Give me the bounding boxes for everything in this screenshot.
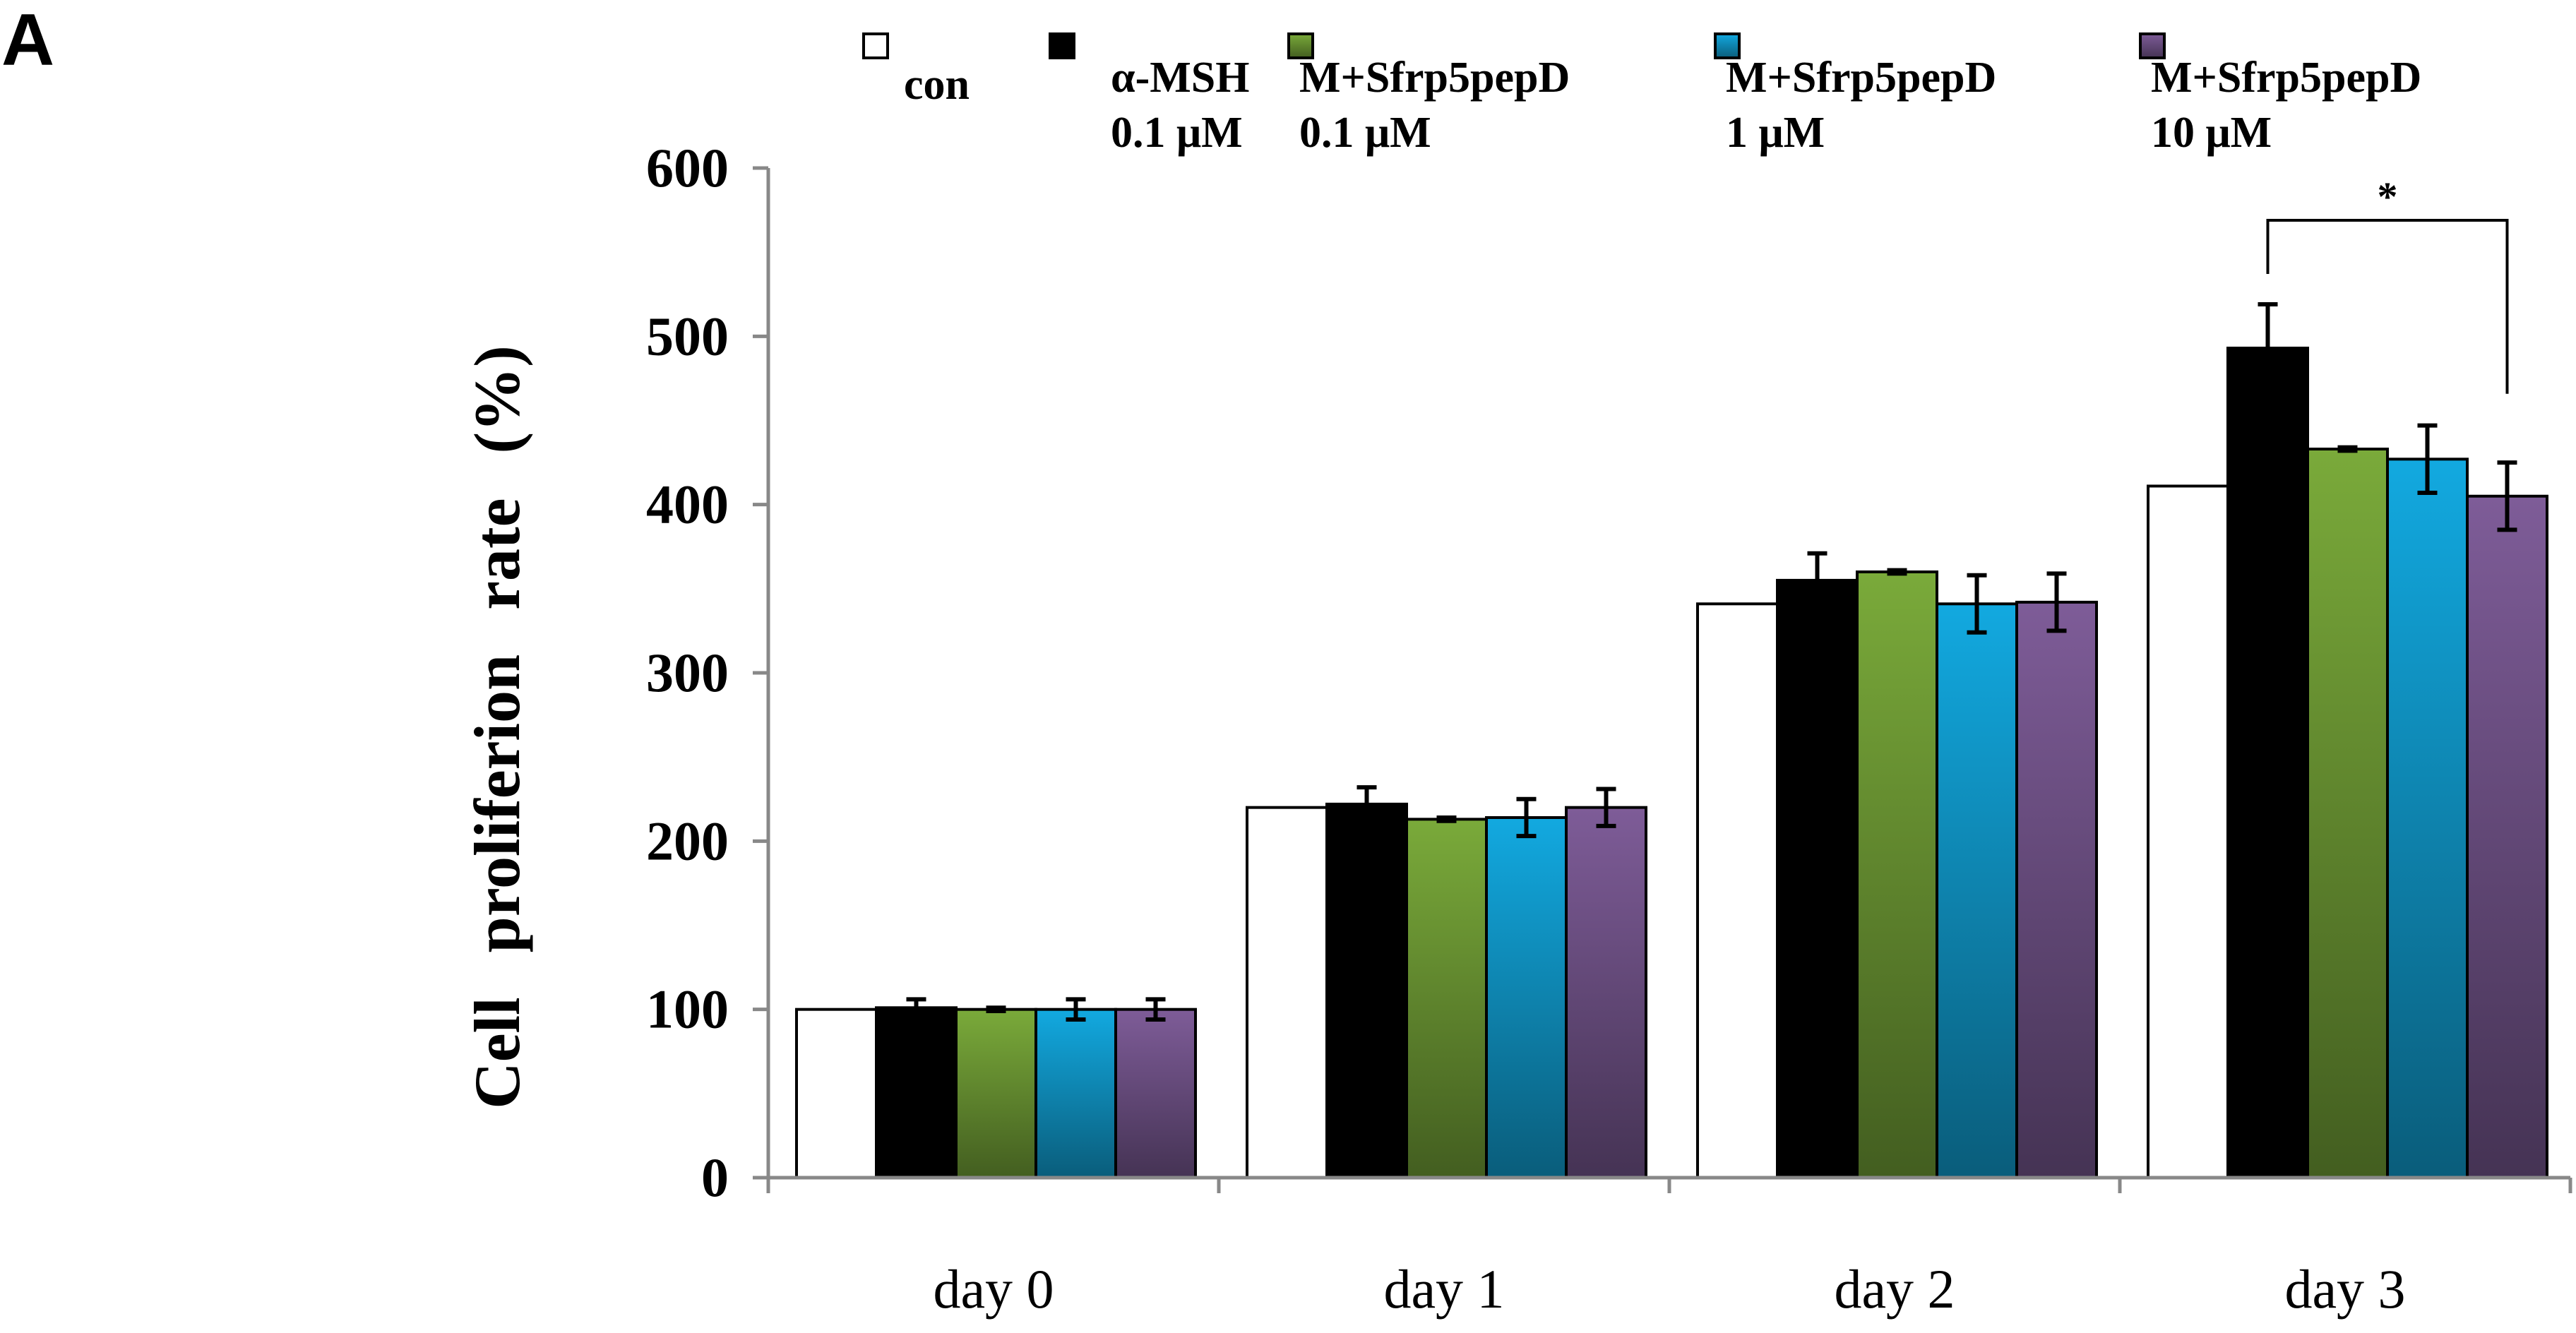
bar-day2-series-2 xyxy=(1856,570,1938,1179)
y-tick-label-100: 100 xyxy=(646,979,729,1040)
legend-label-0-line-0: con xyxy=(904,61,970,109)
legend-entry-1: α-MSH 0.1 μM xyxy=(1049,32,1249,157)
y-tick-label-500: 500 xyxy=(646,305,729,366)
bar-day2-series-1 xyxy=(1776,578,1859,1179)
bar-day3-series-2 xyxy=(2306,448,2389,1179)
legend-swatch-2 xyxy=(1287,32,1314,59)
legend-swatch-0 xyxy=(862,32,889,59)
significance-annotation: * xyxy=(2266,174,2509,394)
error-bar-day2-series-1 xyxy=(1807,551,1827,610)
y-tick-label-300: 300 xyxy=(646,642,729,703)
bar-day3-series-3 xyxy=(2386,458,2469,1179)
y-tick-label-0: 0 xyxy=(701,1147,729,1208)
legend-swatch-1 xyxy=(1049,32,1075,59)
error-bar-day0-series-1 xyxy=(906,997,926,1019)
error-bar-day3-series-1 xyxy=(2258,302,2278,394)
bar-day0-series-4 xyxy=(1114,1008,1197,1179)
plot-area xyxy=(795,302,2548,1179)
error-bar-day2-series-2 xyxy=(1887,568,1907,576)
bar-day1-series-0 xyxy=(1246,806,1328,1179)
bar-day2-series-4 xyxy=(2015,600,2098,1179)
panel-label: A xyxy=(1,0,55,81)
error-bar-day2-series-3 xyxy=(1967,573,1987,635)
legend-label-4-line-0: M+Sfrp5pepD xyxy=(2151,54,2421,102)
bar-day0-series-3 xyxy=(1034,1008,1117,1179)
bar-day1-series-1 xyxy=(1325,802,1408,1179)
bar-day1-series-2 xyxy=(1405,818,1488,1179)
y-tick-label-600: 600 xyxy=(646,137,729,198)
significance-bracket-0: * xyxy=(2266,174,2509,394)
bar-day2-series-3 xyxy=(1936,602,2018,1179)
legend-label-2-line-1: 0.1 μM xyxy=(1299,109,1431,157)
y-axis-label: Cell proliferion rate (%) xyxy=(461,345,533,1108)
error-bar-day0-series-2 xyxy=(986,1005,1006,1014)
legend-entry-4: M+Sfrp5pepD 10 μM xyxy=(2139,32,2421,157)
legend-entry-3: M+Sfrp5pepD 1 μM xyxy=(1714,32,1996,157)
bar-day2-series-0 xyxy=(1696,602,1779,1179)
bar-day1-series-4 xyxy=(1565,806,1647,1179)
legend-label-1-line-1: 0.1 μM xyxy=(1111,109,1243,157)
legend-label-3-line-1: 1 μM xyxy=(1726,109,1825,157)
error-bar-day3-series-3 xyxy=(2417,423,2438,495)
legend-swatch-4 xyxy=(2139,32,2166,59)
bar-day0-series-1 xyxy=(875,1006,958,1179)
error-bar-day1-series-1 xyxy=(1356,785,1377,823)
legend-label-4-line-1: 10 μM xyxy=(2151,109,2272,157)
legend-label-2-line-0: M+Sfrp5pepD xyxy=(1299,54,1570,102)
error-bar-day3-series-4 xyxy=(2497,460,2517,532)
bar-day0-series-0 xyxy=(795,1008,878,1179)
error-bar-day0-series-4 xyxy=(1145,997,1166,1022)
error-bar-day3-series-2 xyxy=(2337,445,2358,453)
y-tick-label-400: 400 xyxy=(646,474,729,535)
x-tick-label-day2: day 2 xyxy=(1834,1258,1955,1320)
legend-label-1-line-0: α-MSH xyxy=(1111,54,1249,102)
y-tick-label-200: 200 xyxy=(646,810,729,871)
bar-day1-series-3 xyxy=(1485,815,1568,1179)
legend-entry-0: con xyxy=(862,32,970,109)
legend-entry-2: M+Sfrp5pepD 0.1 μM xyxy=(1287,32,1570,157)
legend-swatch-3 xyxy=(1714,32,1741,59)
error-bar-day1-series-3 xyxy=(1516,796,1537,839)
significance-star: * xyxy=(2378,174,2398,220)
error-bar-day1-series-4 xyxy=(1596,787,1616,828)
error-bar-day0-series-3 xyxy=(1066,997,1086,1022)
bracket-line xyxy=(2266,219,2509,394)
legend-label-3-line-0: M+Sfrp5pepD xyxy=(1726,54,1996,102)
bar-day3-series-0 xyxy=(2147,484,2229,1179)
error-bar-day1-series-2 xyxy=(1436,815,1457,823)
x-tick-label-day3: day 3 xyxy=(2284,1258,2405,1320)
bar-day3-series-4 xyxy=(2466,494,2548,1179)
axes: 0 100 200 300 400 500 600 day 0 day 1 day 2 day 3 xyxy=(646,137,2572,1320)
x-tick-label-day0: day 0 xyxy=(933,1258,1054,1320)
x-tick-label-day1: day 1 xyxy=(1383,1258,1504,1320)
bar-day3-series-1 xyxy=(2226,347,2309,1179)
bar-day0-series-2 xyxy=(955,1008,1037,1179)
error-bar-day2-series-4 xyxy=(2046,571,2067,633)
